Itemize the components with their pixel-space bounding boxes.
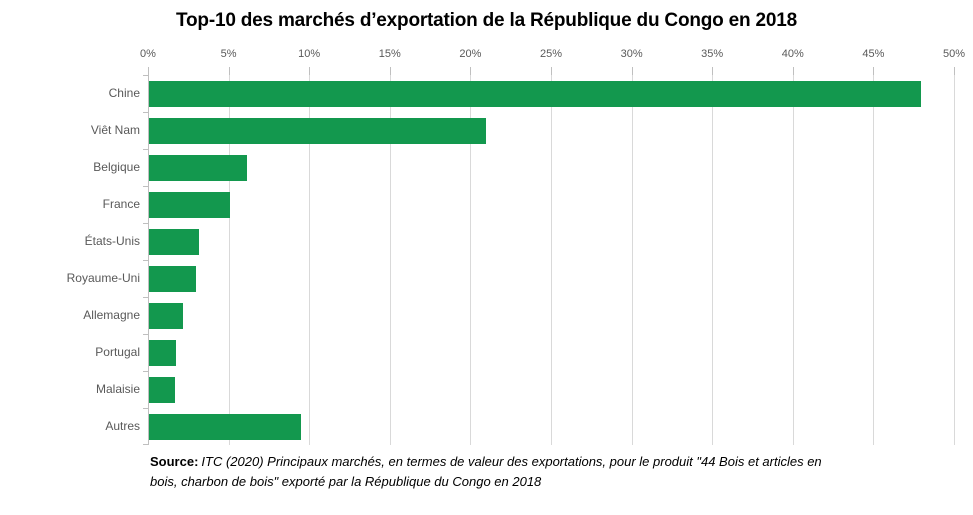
y-tick-label: Belgique xyxy=(93,160,140,174)
x-tick-label: 20% xyxy=(459,48,482,60)
x-tick-label: 30% xyxy=(620,48,643,60)
x-tick-label: 5% xyxy=(220,48,237,60)
y-tick-label: États-Unis xyxy=(84,234,140,248)
bar xyxy=(149,339,177,366)
y-tick-label: Chine xyxy=(108,86,140,100)
y-tick-mark xyxy=(143,334,148,335)
y-tick-label: Allemagne xyxy=(83,308,140,322)
x-tick-mark xyxy=(470,67,472,75)
y-tick-mark xyxy=(143,149,148,150)
gridline xyxy=(631,75,633,445)
x-tick-mark xyxy=(792,67,794,75)
plot-area xyxy=(143,75,955,445)
bar xyxy=(149,228,199,255)
gridline xyxy=(954,75,955,445)
y-tick-label: Royaume-Uni xyxy=(66,271,140,285)
y-axis-labels: Chine Viêt Nam Belgique France États-Unis Roy… xyxy=(0,75,140,445)
x-axis: 0% 5% 10% 15% 20% 25% 30% 35% 40% 45% 50% xyxy=(140,48,965,75)
x-tick-label: 15% xyxy=(378,48,401,60)
x-tick-mark xyxy=(631,67,633,75)
x-tick-mark xyxy=(954,67,955,75)
bar xyxy=(149,191,230,218)
x-tick-mark xyxy=(228,67,230,75)
y-tick-mark xyxy=(143,408,148,409)
x-tick-mark xyxy=(551,67,552,75)
x-tick-mark xyxy=(389,67,391,75)
gridline xyxy=(792,75,794,445)
x-tick-label: 40% xyxy=(781,48,804,60)
y-tick-label: Portugal xyxy=(95,345,140,359)
gridline xyxy=(309,75,311,445)
y-tick-mark xyxy=(143,223,148,224)
gridline xyxy=(470,75,472,445)
gridline xyxy=(873,75,875,445)
bar xyxy=(149,376,175,403)
y-tick-mark xyxy=(143,112,148,113)
source-text: ITC (2020) Principaux marchés, en termes… xyxy=(150,454,822,489)
x-tick-label: 50% xyxy=(942,48,966,60)
bar xyxy=(149,302,183,329)
source-note: Source: ITC (2020) Principaux marchés, en… xyxy=(150,452,850,492)
gridline xyxy=(389,75,391,445)
x-tick-label: 0% xyxy=(140,48,156,60)
y-tick-mark xyxy=(143,444,148,445)
chart-title: Top-10 des marchés d’exportation de la R… xyxy=(176,10,797,31)
x-tick-label: 35% xyxy=(701,48,724,60)
x-tick-label: 10% xyxy=(298,48,321,60)
gridline xyxy=(551,75,552,445)
y-tick-mark xyxy=(143,371,148,372)
x-tick-label: 45% xyxy=(862,48,885,60)
y-tick-label: Autres xyxy=(105,419,140,433)
y-tick-mark xyxy=(143,75,148,76)
y-tick-mark xyxy=(143,297,148,298)
bar xyxy=(149,117,486,144)
x-tick-mark xyxy=(873,67,875,75)
y-tick-mark xyxy=(143,186,148,187)
x-tick-label: 25% xyxy=(539,48,563,60)
x-tick-mark xyxy=(712,67,714,75)
y-tick-label: Viêt Nam xyxy=(90,123,140,137)
gridline xyxy=(712,75,714,445)
source-label: Source: xyxy=(150,454,199,469)
y-tick-mark xyxy=(143,260,148,261)
bar xyxy=(149,154,248,181)
y-axis-line xyxy=(148,75,149,445)
x-tick-mark xyxy=(309,67,311,75)
bar xyxy=(149,80,922,107)
gridline xyxy=(228,75,230,445)
bar xyxy=(149,413,301,440)
y-tick-label: Malaisie xyxy=(95,382,140,396)
bar xyxy=(149,265,196,292)
x-tick-mark xyxy=(148,67,149,75)
y-tick-label: France xyxy=(102,197,140,211)
